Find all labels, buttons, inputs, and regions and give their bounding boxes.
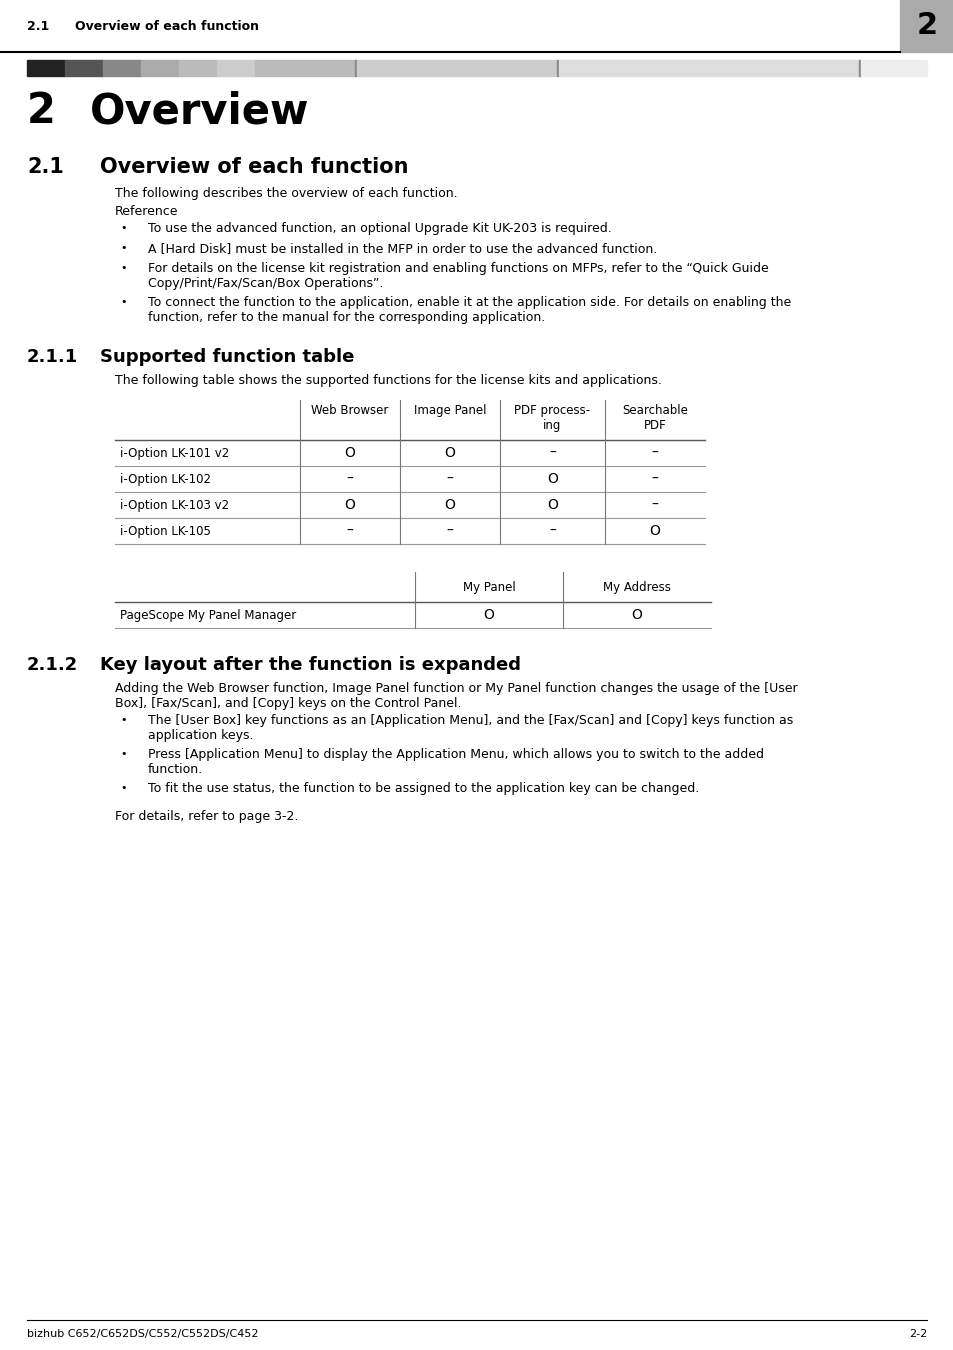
Text: My Address: My Address — [602, 580, 670, 594]
Text: –: – — [549, 446, 556, 460]
Text: The [User Box] key functions as an [Application Menu], and the [Fax/Scan] and [C: The [User Box] key functions as an [Appl… — [148, 714, 792, 743]
Bar — [557, 59, 558, 76]
Text: O: O — [444, 498, 455, 512]
Text: The following describes the overview of each function.: The following describes the overview of … — [115, 188, 457, 200]
Text: To connect the function to the application, enable it at the application side. F: To connect the function to the applicati… — [148, 296, 790, 324]
Bar — [216, 59, 254, 76]
Bar — [356, 59, 557, 76]
Text: Searchable
PDF: Searchable PDF — [621, 404, 687, 432]
Text: •: • — [120, 223, 127, 234]
Text: PDF process-
ing: PDF process- ing — [514, 404, 590, 432]
Text: Image Panel: Image Panel — [414, 404, 486, 417]
Text: 2: 2 — [27, 90, 56, 132]
Text: O: O — [631, 608, 641, 622]
Text: 2.1: 2.1 — [27, 19, 50, 32]
Text: •: • — [120, 783, 127, 792]
Text: To use the advanced function, an optional Upgrade Kit UK-203 is required.: To use the advanced function, an optiona… — [148, 221, 611, 235]
Text: O: O — [444, 446, 455, 460]
Text: 2-2: 2-2 — [908, 1328, 926, 1339]
Text: Adding the Web Browser function, Image Panel function or My Panel function chang: Adding the Web Browser function, Image P… — [115, 682, 797, 710]
Bar — [558, 59, 858, 76]
Text: –: – — [446, 472, 453, 486]
Text: –: – — [346, 524, 353, 539]
Text: –: – — [651, 498, 658, 512]
Text: •: • — [120, 716, 127, 725]
Text: The following table shows the supported functions for the license kits and appli: The following table shows the supported … — [115, 374, 661, 387]
Text: O: O — [649, 524, 659, 539]
Bar — [141, 59, 179, 76]
Text: 2.1.2: 2.1.2 — [27, 656, 78, 674]
Text: •: • — [120, 297, 127, 306]
Text: i-Option LK-103 v2: i-Option LK-103 v2 — [120, 498, 229, 512]
Text: •: • — [120, 263, 127, 273]
Text: Web Browser: Web Browser — [311, 404, 388, 417]
Text: A [Hard Disk] must be installed in the MFP in order to use the advanced function: A [Hard Disk] must be installed in the M… — [148, 242, 657, 255]
Text: O: O — [483, 608, 494, 622]
Text: Overview of each function: Overview of each function — [75, 19, 258, 32]
Text: •: • — [120, 749, 127, 759]
Bar — [27, 59, 65, 76]
Text: O: O — [344, 498, 355, 512]
Text: –: – — [651, 472, 658, 486]
Bar — [355, 59, 356, 76]
Text: Overview: Overview — [90, 90, 309, 132]
Text: –: – — [549, 524, 556, 539]
Text: O: O — [546, 472, 558, 486]
Text: For details, refer to page 3-2.: For details, refer to page 3-2. — [115, 810, 298, 824]
Bar — [899, 0, 953, 53]
Text: Key layout after the function is expanded: Key layout after the function is expande… — [100, 656, 520, 674]
Text: Press [Application Menu] to display the Application Menu, which allows you to sw: Press [Application Menu] to display the … — [148, 748, 763, 776]
Bar — [858, 59, 861, 76]
Text: PageScope My Panel Manager: PageScope My Panel Manager — [120, 609, 296, 621]
Bar — [861, 59, 926, 76]
Text: –: – — [651, 446, 658, 460]
Text: 2: 2 — [916, 12, 937, 40]
Text: –: – — [446, 524, 453, 539]
Text: –: – — [346, 472, 353, 486]
Text: To fit the use status, the function to be assigned to the application key can be: To fit the use status, the function to b… — [148, 782, 699, 795]
Text: O: O — [546, 498, 558, 512]
Text: •: • — [120, 243, 127, 252]
Text: i-Option LK-102: i-Option LK-102 — [120, 472, 211, 486]
Text: Reference: Reference — [115, 205, 178, 217]
Bar — [65, 59, 103, 76]
Text: Overview of each function: Overview of each function — [100, 157, 408, 177]
Text: 2.1: 2.1 — [27, 157, 64, 177]
Text: My Panel: My Panel — [462, 580, 515, 594]
Bar — [179, 59, 216, 76]
Text: O: O — [344, 446, 355, 460]
Text: For details on the license kit registration and enabling functions on MFPs, refe: For details on the license kit registrat… — [148, 262, 768, 290]
Text: Supported function table: Supported function table — [100, 348, 354, 366]
Text: 2.1.1: 2.1.1 — [27, 348, 78, 366]
Text: i-Option LK-105: i-Option LK-105 — [120, 525, 211, 537]
Text: i-Option LK-101 v2: i-Option LK-101 v2 — [120, 447, 229, 459]
Bar — [254, 59, 355, 76]
Bar — [103, 59, 141, 76]
Text: bizhub C652/C652DS/C552/C552DS/C452: bizhub C652/C652DS/C552/C552DS/C452 — [27, 1328, 258, 1339]
